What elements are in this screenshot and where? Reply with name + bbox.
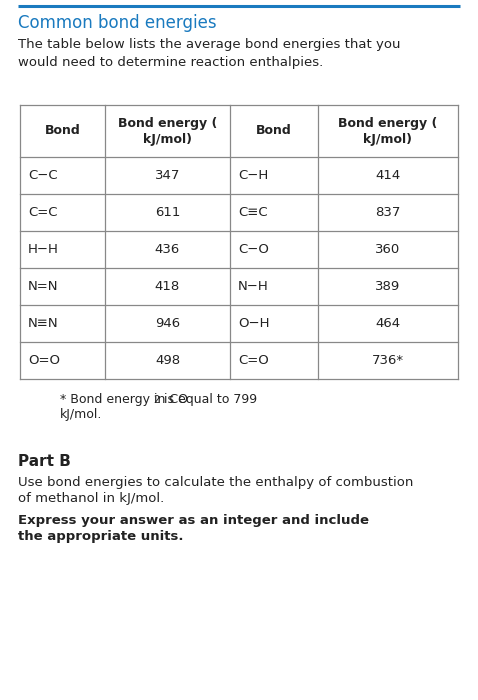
Text: 389: 389 <box>375 280 401 293</box>
Text: * Bond energy in CO: * Bond energy in CO <box>60 393 188 406</box>
Text: Bond: Bond <box>44 125 80 137</box>
Text: 736*: 736* <box>372 354 404 367</box>
Text: kJ/mol.: kJ/mol. <box>60 408 102 421</box>
Text: C−H: C−H <box>238 169 268 182</box>
Text: 2: 2 <box>153 395 159 405</box>
Text: 837: 837 <box>375 206 401 219</box>
Text: is equal to 799: is equal to 799 <box>160 393 257 406</box>
Text: 347: 347 <box>155 169 180 182</box>
Text: would need to determine reaction enthalpies.: would need to determine reaction enthalp… <box>18 56 323 69</box>
Text: H−H: H−H <box>28 243 59 256</box>
Text: 360: 360 <box>375 243 401 256</box>
Text: C≡C: C≡C <box>238 206 268 219</box>
Text: Part B: Part B <box>18 454 71 469</box>
Text: 498: 498 <box>155 354 180 367</box>
Text: C=C: C=C <box>28 206 57 219</box>
Text: kJ/mol): kJ/mol) <box>143 132 192 146</box>
Text: N−H: N−H <box>238 280 269 293</box>
Text: kJ/mol): kJ/mol) <box>363 132 413 146</box>
Text: N≡N: N≡N <box>28 317 59 330</box>
Text: 418: 418 <box>155 280 180 293</box>
Text: Bond: Bond <box>256 125 292 137</box>
Text: Common bond energies: Common bond energies <box>18 14 217 32</box>
Text: Bond energy (: Bond energy ( <box>338 116 438 130</box>
Text: C=O: C=O <box>238 354 269 367</box>
Text: C−O: C−O <box>238 243 269 256</box>
Text: Bond energy (: Bond energy ( <box>118 116 217 130</box>
Text: the appropriate units.: the appropriate units. <box>18 530 184 543</box>
Text: 436: 436 <box>155 243 180 256</box>
Text: of methanol in kJ/mol.: of methanol in kJ/mol. <box>18 492 164 505</box>
Text: 464: 464 <box>375 317 401 330</box>
Text: Use bond energies to calculate the enthalpy of combustion: Use bond energies to calculate the entha… <box>18 476 413 489</box>
Text: 414: 414 <box>375 169 401 182</box>
Text: C−C: C−C <box>28 169 58 182</box>
Text: O−H: O−H <box>238 317 270 330</box>
Text: N=N: N=N <box>28 280 58 293</box>
Text: 611: 611 <box>155 206 180 219</box>
Text: The table below lists the average bond energies that you: The table below lists the average bond e… <box>18 38 401 51</box>
Text: O=O: O=O <box>28 354 60 367</box>
Text: 946: 946 <box>155 317 180 330</box>
Text: Express your answer as an integer and include: Express your answer as an integer and in… <box>18 514 369 527</box>
